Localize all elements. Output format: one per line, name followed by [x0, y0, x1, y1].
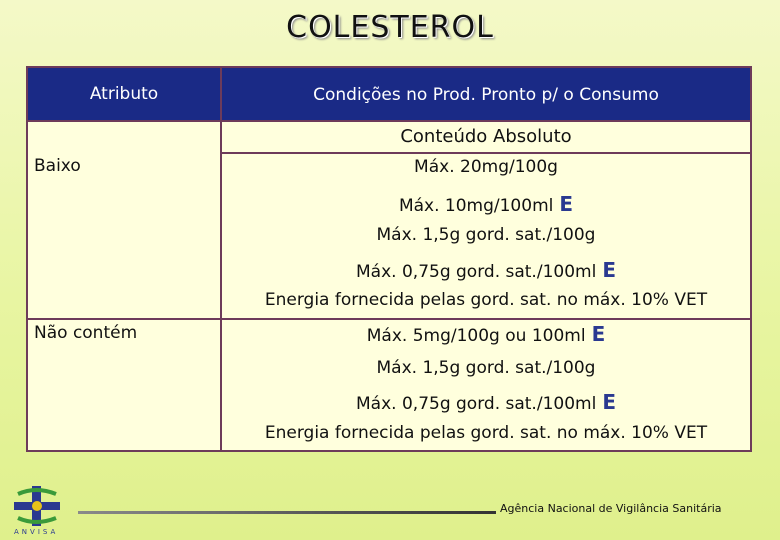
- subheader-absolute-content: Conteúdo Absoluto: [400, 126, 572, 147]
- header-attribute: Atributo: [28, 68, 222, 120]
- condition-line: Máx. 1,5g gord. sat./100g: [376, 225, 596, 245]
- condition-line: Máx. 0,75g gord. sat./100ml E: [356, 258, 616, 282]
- agency-name: Agência Nacional de Vigilância Sanitária: [500, 502, 722, 515]
- row-divider: [28, 318, 750, 320]
- page-title: COLESTEROL: [286, 10, 494, 45]
- header-conditions: Condições no Prod. Pronto p/ o Consumo: [313, 85, 659, 105]
- cholesterol-table: Atributo Condições no Prod. Pronto p/ o …: [26, 66, 752, 452]
- condition-line: Máx. 10mg/100ml E: [398, 192, 574, 216]
- anvisa-cross-icon: [14, 486, 60, 526]
- row-label-nao-contem: Não contém: [34, 323, 138, 343]
- condition-line: Energia fornecida pelas gord. sat. no má…: [264, 423, 708, 443]
- condition-line: Máx. 5mg/100g ou 100ml E: [366, 322, 606, 346]
- table-header: Atributo Condições no Prod. Pronto p/ o …: [28, 68, 750, 122]
- condition-line: Energia fornecida pelas gord. sat. no má…: [264, 290, 708, 310]
- footer-divider: [78, 511, 496, 514]
- column-divider: [220, 120, 222, 452]
- subheader-divider: [222, 152, 750, 154]
- logo-text: ANVISA: [14, 528, 59, 536]
- condition-line: Máx. 0,75g gord. sat./100ml E: [356, 390, 616, 414]
- condition-line: Máx. 20mg/100g: [414, 157, 558, 177]
- row-label-baixo: Baixo: [34, 156, 81, 176]
- condition-line: Máx. 1,5g gord. sat./100g: [376, 358, 596, 378]
